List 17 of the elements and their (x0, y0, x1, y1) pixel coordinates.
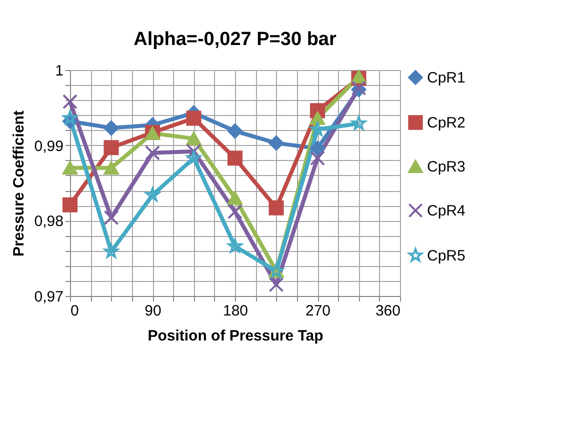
legend-label: CpR1 (427, 70, 466, 86)
y-tick-label: 1 (55, 62, 64, 80)
y-tick-label: 0,97 (34, 288, 64, 306)
x-tick-label: 90 (144, 302, 162, 320)
legend-label: CpR3 (427, 158, 466, 176)
x-axis-title: Position of Pressure Tap (148, 328, 324, 344)
x-tick-label: 270 (305, 302, 331, 320)
x-tick-label: 0 (70, 302, 79, 320)
x-tick-label: 180 (222, 302, 248, 320)
y-tick-label: 0,98 (34, 213, 64, 230)
legend-label: CpR2 (427, 114, 466, 132)
y-axis-title: Pressure Coefficient (10, 110, 28, 256)
chart-title: Alpha=-0,027 P=30 bar (134, 29, 337, 50)
legend-label: CpR5 (427, 248, 466, 264)
y-tick-label: 0,99 (34, 138, 64, 155)
x-tick-label: 360 (375, 302, 400, 320)
legend-label: CpR4 (427, 202, 466, 220)
